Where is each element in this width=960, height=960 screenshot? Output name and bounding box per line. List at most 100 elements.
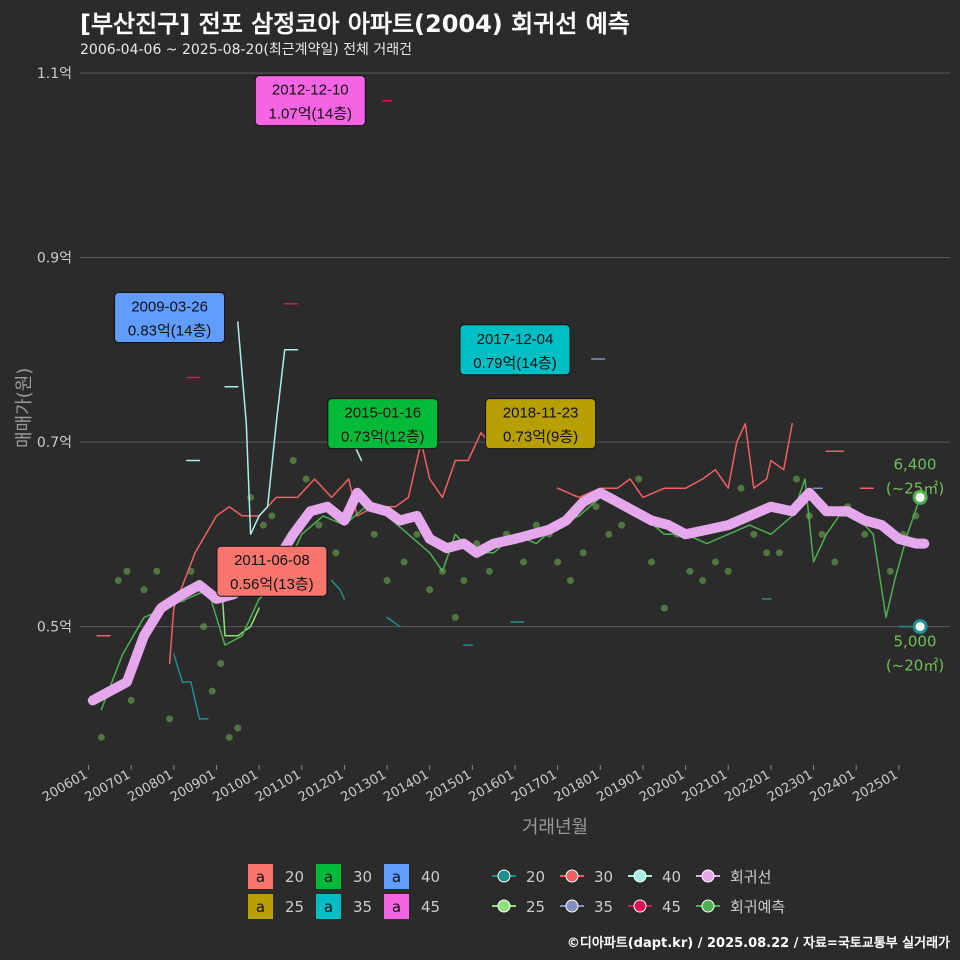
x-tick-label: 201901 [594, 767, 644, 805]
scatter-point [686, 567, 694, 575]
annotation-date: 2009-03-26 [131, 299, 208, 316]
annotation-price: 1.07억(14층) [269, 106, 352, 123]
x-tick-label: 200601 [40, 767, 90, 805]
legend-marker [565, 899, 579, 913]
scatter-point [724, 567, 732, 575]
chart-title: [부산진구] 전포 삼정코아 아파트(2004) 회귀선 예측 [80, 10, 630, 38]
y-tick-label: 0.7억 [37, 435, 72, 451]
scatter-point [451, 613, 459, 621]
legend-line-item: 30 [560, 868, 613, 886]
legend-swatch [248, 894, 273, 919]
end-label-value: 5,000 [894, 633, 937, 651]
scatter-point [200, 623, 208, 631]
y-tick-label: 1.1억 [37, 66, 72, 82]
series-line-regression [87, 487, 930, 706]
scatter-point [140, 586, 148, 594]
x-tick-label: 201501 [424, 767, 474, 805]
annotation-date: 2017-12-04 [477, 331, 554, 348]
scatter-point [400, 558, 408, 566]
x-tick-label: 202501 [850, 767, 900, 805]
scatter-point [554, 558, 562, 566]
x-tick-label: 201801 [552, 767, 602, 805]
x-tick-label: 201401 [381, 767, 431, 805]
series-line-prediction [100, 478, 921, 711]
x-tick-label: 201701 [509, 767, 559, 805]
scatter-point [225, 733, 233, 741]
scatter-point [234, 724, 242, 732]
y-tick-label: 0.5억 [37, 620, 72, 636]
annotation-date: 2018-11-23 [503, 405, 579, 422]
scatter-point [315, 521, 323, 529]
legend-swatch [384, 894, 409, 919]
legend-label: 회귀선 [730, 868, 771, 886]
end-label-area: (~20㎡) [886, 657, 944, 675]
scatter-point [114, 576, 122, 584]
scatter-point [566, 576, 574, 584]
legend-line-item: 35 [560, 898, 613, 916]
x-tick-label: 201301 [339, 767, 389, 805]
scatter-point [592, 503, 600, 511]
annotation-box [254, 75, 366, 127]
x-tick-label: 202301 [765, 767, 815, 805]
scatter-point [259, 521, 267, 529]
legend-line-item: 20 [492, 868, 545, 886]
legend-marker [497, 869, 511, 883]
annotation: 2015-01-16 0.73억(12층) [327, 398, 439, 450]
scatter-point [123, 567, 131, 575]
annotation-price: 0.56억(13층) [230, 576, 313, 593]
scatter-point [831, 558, 839, 566]
scatter-point [383, 576, 391, 584]
scatter-point [370, 530, 378, 538]
scatter-point [166, 715, 174, 723]
scatter-point [750, 530, 758, 538]
legend-marker [565, 869, 579, 883]
scatter-point [153, 567, 161, 575]
scatter-point [302, 475, 310, 483]
legend-line-item: 회귀선 [696, 868, 771, 886]
scatter-point [247, 493, 255, 501]
legend-area-item: a 45 [384, 894, 440, 919]
annotation: 2012-12-10 1.07억(14층) [254, 75, 366, 127]
x-axis-label: 거래년월 [522, 817, 588, 838]
scatter-point [413, 530, 421, 538]
legend-area-item: a 40 [384, 864, 440, 889]
legend-marker [633, 869, 647, 883]
annotation-box [485, 398, 597, 450]
annotation: 2009-03-26 0.83억(14층) [114, 292, 226, 344]
legend-swatch-glyph: a [392, 868, 401, 886]
x-tick-label: 200901 [168, 767, 218, 805]
legend-swatch-glyph: a [392, 898, 401, 916]
scatter-point [217, 660, 225, 668]
series-line-line_20 [173, 579, 913, 720]
scatter-point [532, 521, 540, 529]
legend-swatch [316, 864, 341, 889]
annotation-price: 0.73억(9층) [503, 429, 578, 446]
scatter-point [208, 687, 216, 695]
legend-label: 40 [662, 868, 681, 886]
chart-subtitle: 2006-04-06 ~ 2025-08-20(최근계약일) 전체 거래건 [80, 42, 412, 58]
x-tick-label: 202001 [637, 767, 687, 805]
annotation-box [327, 398, 439, 450]
scatter-point [605, 530, 613, 538]
legend-label: 20 [526, 868, 545, 886]
legend-area-item: a 30 [316, 864, 372, 889]
scatter-point [818, 530, 826, 538]
scatter-point [792, 475, 800, 483]
legend-label: 40 [421, 868, 440, 886]
scatter-point [332, 549, 340, 557]
legend-marker [701, 869, 715, 883]
legend-swatch [248, 864, 273, 889]
annotation-date: 2011-06-08 [234, 552, 310, 569]
x-tick-label: 201201 [296, 767, 346, 805]
x-tick-label: 201601 [467, 767, 517, 805]
legend-label: 회귀예측 [730, 898, 785, 916]
legend-line-item: 25 [492, 898, 545, 916]
legend-swatch-glyph: a [256, 868, 265, 886]
scatter-point [737, 484, 745, 492]
x-tick-label: 200801 [125, 767, 175, 805]
scatter-point [660, 604, 668, 612]
legend-label: 20 [285, 868, 304, 886]
annotation-date: 2015-01-16 [344, 405, 421, 422]
scatter-point [97, 733, 105, 741]
